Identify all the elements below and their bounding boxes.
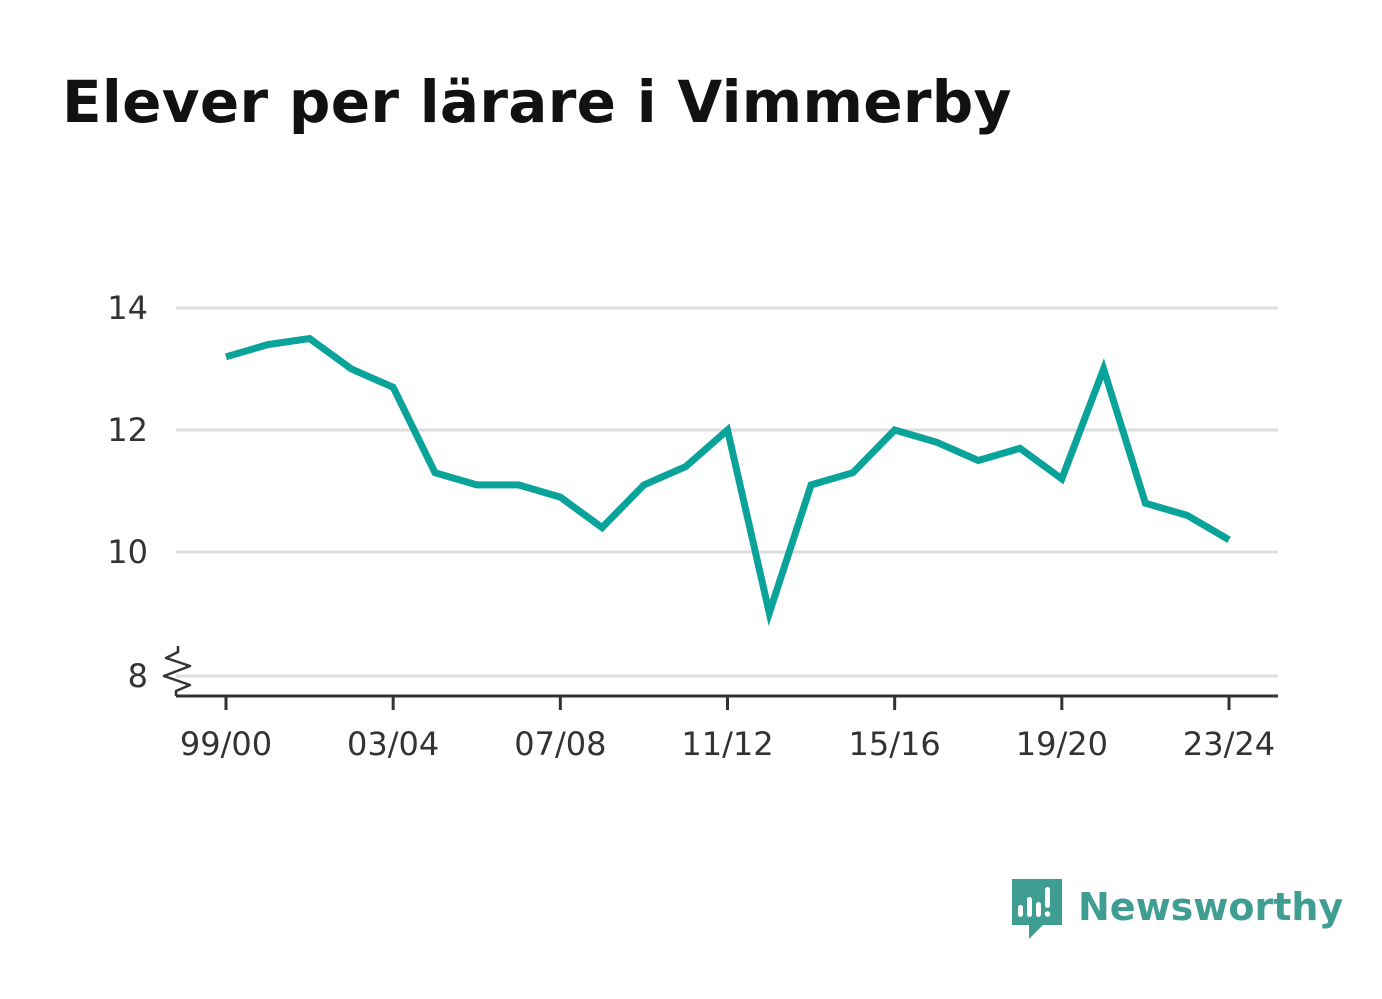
x-axis-tick-labels: 99/00 03/04 07/08 11/12 15/16 19/20 23/24 [180,725,1275,763]
series-line-0 [225,334,1231,627]
x-tick-label-99/00: 99/00 [180,725,272,763]
brand-name: Newsworthy [1078,885,1344,929]
newsworthy-logo-icon [1012,879,1062,939]
y-tick-label-14: 14 [107,289,148,327]
x-tick-label-19/20: 19/20 [1016,725,1108,763]
x-tick-label-03/04: 03/04 [347,725,439,763]
x-tick-label-07/08: 07/08 [514,725,606,763]
data-series [225,334,1231,627]
x-axis [162,646,1278,710]
chart-title: Elever per lärare i Vimmerby [62,68,1012,136]
y-axis-break-marker [162,646,192,696]
x-tick-label-23/24: 23/24 [1183,725,1275,763]
newsworthy-brand: Newsworthy [1012,878,1343,942]
y-tick-label-10: 10 [107,533,148,571]
y-axis-tick-labels: 8 10 12 14 [107,289,148,695]
x-tick-label-11/12: 11/12 [681,725,773,763]
y-tick-label-12: 12 [107,411,148,449]
x-tick-label-15/16: 15/16 [849,725,941,763]
y-tick-label-8: 8 [128,657,148,695]
